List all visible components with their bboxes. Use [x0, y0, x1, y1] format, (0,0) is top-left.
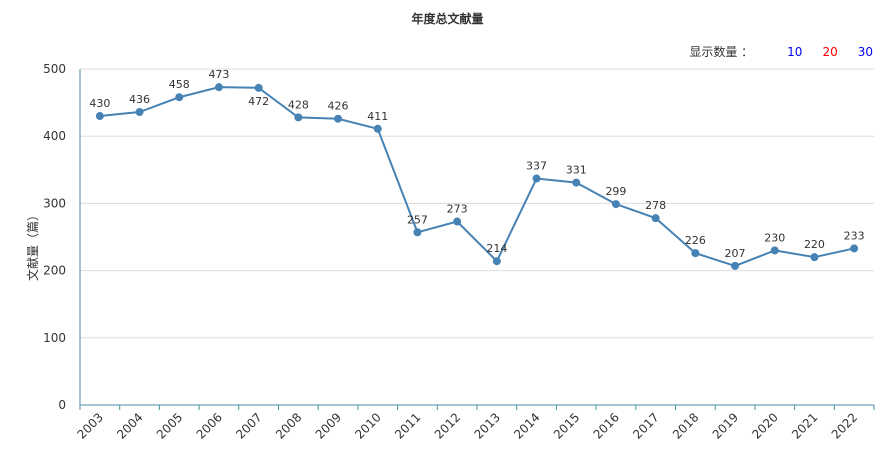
data-label: 428	[288, 98, 309, 111]
x-tick-label: 2010	[352, 410, 383, 441]
data-label: 230	[764, 231, 785, 244]
data-point	[810, 253, 819, 262]
x-tick-label: 2017	[630, 410, 661, 441]
data-label: 426	[328, 100, 349, 113]
data-point	[691, 249, 700, 258]
x-tick-label: 2016	[591, 410, 622, 441]
data-point	[731, 261, 740, 270]
y-tick-label: 100	[43, 331, 66, 345]
data-point	[532, 174, 541, 183]
data-point	[214, 83, 223, 92]
y-tick-label: 500	[43, 62, 66, 76]
x-tick-label: 2007	[233, 410, 264, 441]
x-tick-label: 2021	[789, 410, 820, 441]
x-tick-label: 2015	[551, 410, 582, 441]
x-tick-label: 2022	[829, 410, 860, 441]
data-point	[611, 200, 620, 209]
data-point	[770, 246, 779, 255]
data-point	[492, 257, 501, 266]
data-label: 226	[685, 234, 706, 247]
data-point	[95, 112, 104, 121]
x-tick-label: 2008	[273, 410, 304, 441]
data-point	[334, 114, 343, 123]
display-count-label: 显示数量 ：	[689, 45, 754, 59]
x-tick-label: 2009	[313, 410, 344, 441]
x-tick-label: 2003	[74, 410, 105, 441]
display-count-selector: 显示数量 ： 10 20 30	[689, 43, 873, 60]
data-label: 299	[605, 185, 626, 198]
data-label: 472	[248, 95, 269, 108]
data-label: 331	[566, 164, 587, 177]
data-label: 411	[367, 110, 388, 123]
data-label: 436	[129, 93, 150, 106]
x-tick-label: 2006	[194, 410, 225, 441]
x-tick-label: 2013	[471, 410, 502, 441]
data-point	[294, 113, 303, 122]
data-label: 273	[447, 203, 468, 216]
y-axis-title: 文献量（篇）	[25, 209, 40, 281]
data-point	[254, 83, 263, 92]
series-line	[99, 86, 855, 267]
data-label: 233	[844, 229, 865, 242]
data-point	[175, 93, 184, 102]
data-label: 257	[407, 213, 428, 226]
x-tick-label: 2018	[670, 410, 701, 441]
count-option-20[interactable]: 20	[822, 44, 838, 59]
data-label: 458	[169, 78, 190, 91]
data-label: 473	[208, 68, 229, 81]
x-tick-label: 2011	[392, 410, 423, 441]
x-tick-label: 2004	[114, 410, 145, 441]
count-option-10[interactable]: 10	[787, 44, 803, 59]
data-label: 337	[526, 160, 547, 173]
chart-title: 年度总文献量	[411, 12, 484, 26]
data-point	[850, 244, 859, 253]
x-tick-label: 2019	[710, 410, 741, 441]
data-label: 430	[89, 97, 110, 110]
data-point	[453, 217, 462, 226]
data-label: 207	[725, 247, 746, 260]
data-point	[373, 124, 382, 133]
data-point	[651, 214, 660, 223]
y-tick-label: 200	[43, 264, 66, 278]
y-tick-label: 300	[43, 196, 66, 210]
data-point	[572, 178, 581, 187]
x-tick-label: 2012	[432, 410, 463, 441]
data-point	[135, 108, 144, 117]
y-tick-label: 0	[58, 398, 66, 412]
data-label: 220	[804, 238, 825, 251]
x-tick-label: 2005	[154, 410, 185, 441]
data-label: 214	[486, 242, 507, 255]
count-option-30[interactable]: 30	[857, 44, 873, 59]
x-tick-label: 2020	[749, 410, 780, 441]
data-point	[413, 228, 422, 237]
y-tick-label: 400	[43, 129, 66, 143]
data-label: 278	[645, 199, 666, 212]
x-tick-label: 2014	[511, 410, 542, 441]
